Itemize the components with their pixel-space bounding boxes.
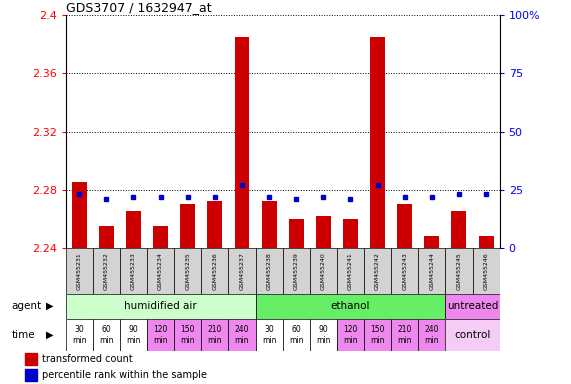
Bar — [228, 248, 255, 294]
Text: GSM455235: GSM455235 — [185, 252, 190, 290]
Bar — [93, 319, 120, 351]
Bar — [120, 248, 147, 294]
Text: 210
min: 210 min — [397, 325, 412, 345]
Text: GSM455231: GSM455231 — [77, 252, 82, 290]
Text: GSM455244: GSM455244 — [429, 252, 435, 290]
Bar — [424, 236, 439, 248]
Bar — [153, 226, 168, 248]
Bar — [207, 201, 222, 248]
Bar — [283, 319, 309, 351]
Bar — [120, 319, 147, 351]
Bar — [364, 319, 391, 351]
Bar — [391, 319, 418, 351]
Text: percentile rank within the sample: percentile rank within the sample — [42, 370, 207, 380]
Text: GSM455232: GSM455232 — [104, 252, 109, 290]
Bar — [445, 294, 500, 319]
Bar — [418, 248, 445, 294]
Text: GSM455246: GSM455246 — [484, 252, 489, 290]
Text: 240
min: 240 min — [235, 325, 249, 345]
Text: GSM455234: GSM455234 — [158, 252, 163, 290]
Text: humidified air: humidified air — [124, 301, 197, 311]
Text: GSM455242: GSM455242 — [375, 252, 380, 290]
Bar — [235, 37, 250, 248]
Bar — [25, 369, 37, 381]
Text: ethanol: ethanol — [331, 301, 370, 311]
Bar — [202, 248, 228, 294]
Text: time: time — [11, 330, 35, 340]
Bar — [309, 248, 337, 294]
Bar — [473, 248, 500, 294]
Bar — [66, 294, 255, 319]
Bar — [147, 248, 174, 294]
Bar — [99, 226, 114, 248]
Bar — [309, 319, 337, 351]
Bar — [93, 248, 120, 294]
Text: 240
min: 240 min — [425, 325, 439, 345]
Bar — [343, 218, 358, 248]
Text: 120
min: 120 min — [154, 325, 168, 345]
Text: 60
min: 60 min — [99, 325, 114, 345]
Bar — [364, 248, 391, 294]
Bar — [255, 248, 283, 294]
Bar — [283, 248, 309, 294]
Text: GSM455237: GSM455237 — [239, 252, 244, 290]
Text: 210
min: 210 min — [208, 325, 222, 345]
Text: 90
min: 90 min — [126, 325, 140, 345]
Bar — [66, 319, 93, 351]
Bar — [370, 37, 385, 248]
Text: 150
min: 150 min — [371, 325, 385, 345]
Text: control: control — [455, 330, 490, 340]
Bar — [201, 319, 228, 351]
Text: 60
min: 60 min — [289, 325, 303, 345]
Bar — [478, 236, 493, 248]
Text: agent: agent — [11, 301, 42, 311]
Text: 150
min: 150 min — [180, 325, 195, 345]
Text: 30
min: 30 min — [72, 325, 86, 345]
Text: GSM455239: GSM455239 — [293, 252, 299, 290]
Bar — [66, 248, 93, 294]
Bar — [452, 211, 467, 248]
Text: GSM455236: GSM455236 — [212, 252, 218, 290]
Bar — [174, 319, 201, 351]
Bar — [72, 182, 87, 248]
Bar — [262, 201, 276, 248]
Text: GSM455238: GSM455238 — [267, 252, 272, 290]
Bar — [228, 319, 255, 351]
Text: transformed count: transformed count — [42, 354, 132, 364]
Bar — [289, 218, 304, 248]
Text: GSM455245: GSM455245 — [456, 252, 461, 290]
Text: 30
min: 30 min — [262, 325, 276, 345]
Bar — [337, 319, 364, 351]
Bar — [255, 319, 283, 351]
Text: GSM455243: GSM455243 — [402, 252, 407, 290]
Text: 90
min: 90 min — [316, 325, 331, 345]
Bar — [180, 204, 195, 248]
Bar — [25, 353, 37, 365]
Text: GSM455240: GSM455240 — [321, 252, 326, 290]
Text: untreated: untreated — [447, 301, 498, 311]
Bar — [418, 319, 445, 351]
Text: ▶: ▶ — [46, 301, 53, 311]
Bar — [255, 294, 445, 319]
Text: GSM455233: GSM455233 — [131, 252, 136, 290]
Bar — [397, 204, 412, 248]
Text: ▶: ▶ — [46, 330, 53, 340]
Bar — [126, 211, 141, 248]
Bar — [391, 248, 418, 294]
Text: 120
min: 120 min — [343, 325, 357, 345]
Text: GSM455241: GSM455241 — [348, 252, 353, 290]
Bar — [445, 248, 473, 294]
Bar — [337, 248, 364, 294]
Bar — [147, 319, 174, 351]
Text: GDS3707 / 1632947_at: GDS3707 / 1632947_at — [66, 1, 211, 14]
Bar — [316, 216, 331, 248]
Bar — [174, 248, 202, 294]
